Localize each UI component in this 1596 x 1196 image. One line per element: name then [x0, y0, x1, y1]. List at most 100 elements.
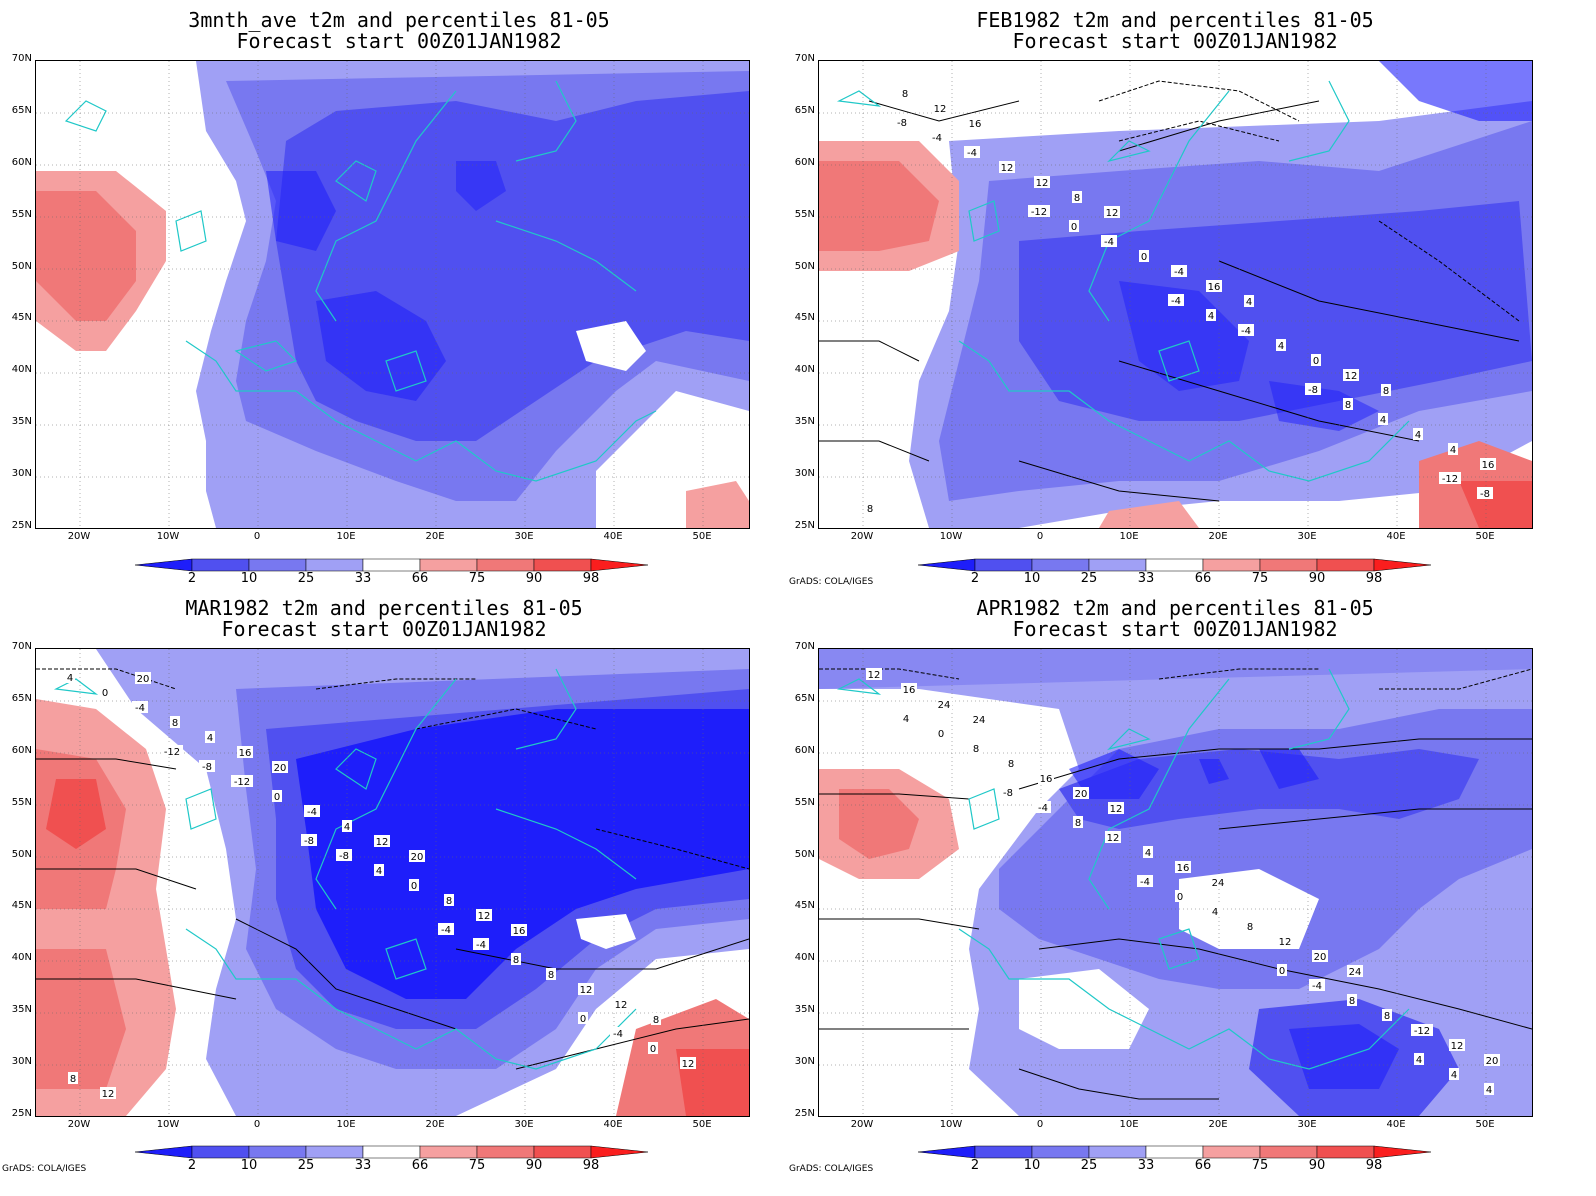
colorbar-segment [1373, 1145, 1432, 1159]
lat-tick-label: 65N [794, 104, 815, 116]
map-panel-feb: FEB1982 t2m and percentiles 81-05 Foreca… [798, 0, 1596, 598]
lat-tick-label: 70N [794, 53, 815, 64]
contour-label-box [473, 938, 489, 950]
contour-label: -12 [164, 747, 180, 758]
contour-label: 8 [1384, 1011, 1390, 1022]
colorbar-label: 33 [1137, 1158, 1155, 1173]
panel-title-line2: Forecast start 00Z01JAN1982 [236, 29, 562, 53]
contour-label-box [1484, 1054, 1500, 1066]
colorbar-segment [1316, 1145, 1375, 1159]
contour-label: 16 [239, 748, 252, 759]
contour-label: 12 [1107, 833, 1120, 844]
colorbar-segment [590, 1145, 649, 1159]
contour-label: 8 [867, 504, 873, 515]
contour-label: 12 [102, 1089, 115, 1100]
contour-label: 8 [1075, 818, 1081, 829]
lat-tick-label: 50N [794, 848, 815, 860]
contour-label: 8 [653, 1015, 659, 1026]
contour-label: -4 [1104, 237, 1114, 248]
map-panel-mar: MAR1982 t2m and percentiles 81-05 Foreca… [0, 588, 798, 1196]
contour-label: 4 [1208, 311, 1214, 322]
contour-label: 0 [580, 1014, 586, 1025]
contour-label-box [1104, 206, 1120, 218]
contour-label: -4 [307, 807, 317, 818]
lon-tick-label: 0 [253, 531, 261, 542]
colorbar-label: 66 [411, 1158, 429, 1173]
colorbar-segment [1259, 558, 1318, 572]
colorbar-label: 33 [354, 1158, 372, 1173]
contour-label: 4 [1416, 1055, 1422, 1066]
colorbar-segment [248, 1145, 307, 1159]
contour-label-box [1277, 964, 1287, 976]
contour-label: -4 [932, 133, 942, 144]
contour-label: 8 [1349, 996, 1355, 1007]
lat-tick-label: 45N [794, 312, 815, 324]
colorbar-segment [362, 558, 421, 572]
contour-label: 12 [1451, 1041, 1464, 1052]
contour-label: 20 [1486, 1056, 1499, 1067]
contour-label-box [135, 672, 151, 684]
lat-tick-label: 35N [794, 1004, 815, 1016]
colorbar-segment [1316, 558, 1375, 572]
contour-label: 20 [411, 852, 424, 863]
contour-label-box [65, 671, 75, 683]
contour-label-box [929, 131, 945, 143]
contour-label-box [1343, 369, 1359, 381]
lon-tick-label: 50E [692, 531, 712, 542]
contour-label: 0 [650, 1044, 656, 1055]
colorbar-segment [476, 1145, 535, 1159]
colorbar-label: 98 [582, 571, 600, 586]
contour-label-box [511, 924, 527, 936]
contour-label-box [1311, 354, 1321, 366]
lon-tick-label: 20E [1208, 531, 1228, 542]
contour-label: 4 [1278, 341, 1284, 352]
contour-label: 0 [1177, 892, 1183, 903]
lat-tick-label: 40N [11, 952, 32, 964]
contour-label: 4 [207, 733, 213, 744]
lon-tick-label: 0 [1036, 1119, 1044, 1130]
colorbar-segment [1259, 1145, 1318, 1159]
colorbar-segment [918, 1145, 976, 1159]
contour-label-box [1206, 280, 1222, 292]
contour-label: 16 [513, 926, 526, 937]
contour-label-box [901, 712, 911, 724]
contour-label: 12 [1110, 804, 1123, 815]
lon-tick-label: 30E [514, 531, 534, 542]
contour-label: 4 [344, 822, 350, 833]
lat-tick-label: 50N [11, 260, 32, 272]
contour-label: 8 [548, 970, 554, 981]
contour-label-box [1480, 458, 1496, 470]
lat-tick-label: 60N [794, 744, 815, 756]
colorbar-segment [419, 1145, 478, 1159]
contour-label: 16 [1208, 282, 1221, 293]
contour-label-box [936, 698, 952, 710]
percentile-map [36, 61, 749, 528]
panel-title-line2: Forecast start 00Z01JAN1982 [1012, 29, 1338, 53]
contour-label-box [1210, 876, 1226, 888]
colorbar-segment [419, 558, 478, 572]
contour-label: 12 [1345, 371, 1358, 382]
percentile-colorbar [135, 1145, 649, 1159]
contour-label: 8 [902, 89, 908, 100]
contour-label-box [1411, 1024, 1433, 1036]
contour-label-box [1069, 220, 1079, 232]
lon-tick-label: 0 [253, 1119, 261, 1130]
contour-label-box [237, 746, 253, 758]
contour-label-box [342, 820, 352, 832]
contour-label: 8 [70, 1074, 76, 1085]
lat-tick-label: 65N [11, 104, 32, 116]
contour-label-box [1449, 1039, 1465, 1051]
contour-label: 12 [868, 670, 881, 681]
colorbar-label: 90 [525, 571, 543, 586]
lat-tick-label: 60N [794, 156, 815, 168]
colorbar-segment [191, 558, 250, 572]
panel-title-line1: MAR1982 t2m and percentiles 81-05 [185, 596, 583, 620]
contour-label: 4 [67, 673, 73, 684]
lon-tick-label: 50E [1475, 531, 1495, 542]
contour-label-box [301, 834, 317, 846]
panel-title-line1: APR1982 t2m and percentiles 81-05 [976, 596, 1374, 620]
lon-tick-label: 20W [67, 1119, 91, 1130]
contour-label-box [374, 864, 384, 876]
contour-label: -8 [339, 851, 349, 862]
contour-label: 0 [1141, 252, 1147, 263]
